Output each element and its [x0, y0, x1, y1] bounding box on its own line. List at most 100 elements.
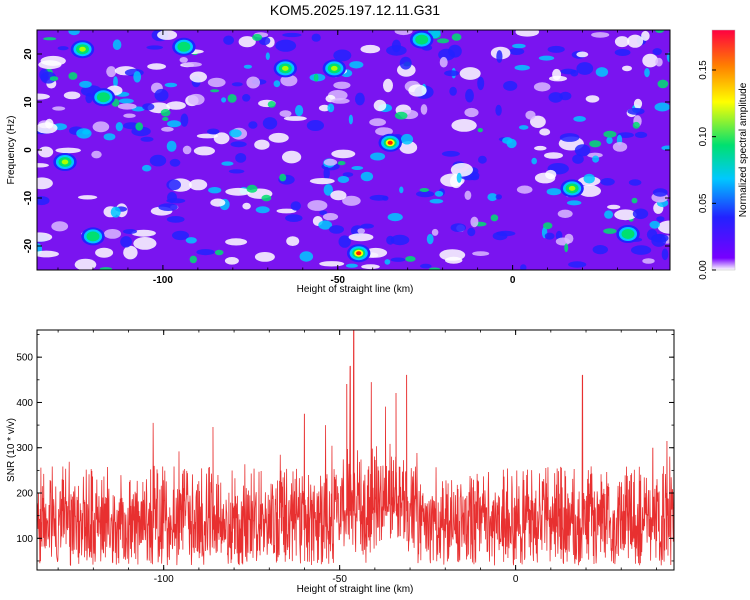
snr-y-ticks: 100 200 300 400 500	[16, 334, 674, 562]
heatmap-cell	[456, 172, 462, 183]
heatmap-cell	[408, 84, 427, 97]
heatmap-cell	[115, 122, 123, 132]
heatmap-cell	[273, 80, 281, 88]
heatmap-cell	[603, 228, 617, 234]
heatmap-cell	[464, 107, 479, 118]
heatmap-cell	[322, 213, 339, 221]
heatmap-cell	[450, 223, 466, 233]
heatmap-cell	[133, 237, 157, 250]
heatmap-cell	[349, 61, 364, 69]
y-tick-label: 0	[23, 147, 34, 153]
heatmap-cell	[661, 145, 670, 151]
heatmap-cell	[319, 210, 328, 216]
heatmap-cell	[160, 109, 171, 117]
heatmap-cell	[574, 144, 591, 157]
heatmap-cell	[147, 63, 167, 70]
heatmap-cell	[318, 220, 333, 230]
heatmap-cell	[394, 111, 408, 120]
heatmap-cell	[283, 116, 307, 121]
colorbar-tick-label: 0.10	[698, 126, 709, 146]
heatmap-cell	[631, 197, 638, 204]
heatmap-cell	[182, 62, 202, 67]
heatmap-cell	[275, 39, 297, 52]
heatmap-cell	[360, 223, 374, 229]
heatmap-cell	[387, 213, 403, 222]
heatmap-cell	[399, 186, 404, 194]
heatmap-cell	[652, 188, 668, 197]
x-tick-label: -100	[153, 275, 173, 286]
heatmap-cell	[49, 76, 59, 81]
heatmap-cell	[399, 56, 412, 70]
heatmap-cell	[254, 252, 275, 262]
colorbar-tick-label: 0.15	[698, 60, 709, 80]
heatmap-cell	[51, 221, 69, 232]
heatmap-cell	[515, 30, 540, 37]
heatmap-cell	[117, 103, 137, 110]
colorbar: 0.00 0.05 0.10 0.15 Normalized spectral amp…	[698, 29, 749, 280]
heatmap-cell	[576, 62, 594, 75]
heatmap-cell	[210, 89, 220, 93]
heatmap-cell	[68, 30, 80, 36]
y-tick-label: 200	[16, 489, 33, 500]
heatmap-cell	[37, 232, 53, 242]
colorbar-frame	[711, 29, 736, 271]
x-tick-label: 0	[513, 574, 519, 585]
heatmap-cell	[467, 227, 476, 237]
heatmap-cell	[642, 53, 659, 68]
heatmap-cell	[503, 80, 518, 91]
heatmap-cell	[333, 81, 351, 90]
heatmap-cell	[654, 102, 670, 112]
heatmap-cell	[213, 132, 230, 145]
y-tick-label: -20	[23, 238, 34, 253]
heatmap-cell	[496, 50, 503, 63]
heatmap-cell	[131, 229, 156, 237]
heatmap-cell	[306, 120, 324, 131]
heatmap-cell	[604, 210, 614, 219]
heatmap-cell	[449, 86, 457, 96]
heatmap-cell	[92, 121, 110, 133]
heatmap-cell	[416, 190, 435, 198]
colorbar-gradient	[712, 30, 735, 270]
heatmap-cells	[37, 30, 670, 270]
heatmap-cell	[133, 71, 142, 83]
heatmap-cell	[506, 138, 517, 149]
heatmap-cell	[606, 136, 613, 144]
heatmap-cell	[113, 76, 118, 88]
heatmap-cell	[76, 128, 92, 139]
heatmap-cell	[196, 133, 218, 139]
heatmap-cell	[282, 32, 302, 38]
heatmap-cell	[290, 201, 301, 211]
heatmap-cell	[323, 166, 330, 180]
heatmap-peak	[177, 41, 191, 52]
heatmap-cell	[477, 76, 485, 91]
heatmap-cell	[224, 257, 239, 265]
heatmap-cell	[246, 76, 260, 89]
heatmap-cell	[166, 216, 185, 223]
heatmap-cell	[91, 150, 102, 159]
heatmap-cell	[384, 259, 391, 265]
heatmap-cell	[276, 208, 297, 214]
heatmap-cell	[355, 92, 365, 106]
heatmap-cell	[478, 155, 487, 164]
heatmap-cell	[592, 155, 600, 163]
heatmap-cell	[530, 115, 546, 128]
heatmap-peak	[282, 65, 289, 71]
heatmap-y-axis-label: Frequency (Hz)	[6, 116, 17, 185]
heatmap-cell	[318, 104, 331, 112]
heatmap-cell	[439, 56, 448, 68]
figure-title: KOM5.2025.197.12.11.G31	[270, 2, 440, 18]
heatmap-cell	[37, 163, 49, 168]
heatmap-cell	[299, 251, 314, 262]
heatmap-cell	[534, 145, 547, 151]
heatmap-cell	[135, 122, 143, 131]
heatmap-cell	[37, 196, 50, 206]
heatmap-cell	[373, 99, 387, 112]
heatmap-cell	[228, 169, 245, 174]
heatmap-cell	[103, 133, 116, 141]
heatmap-cell	[495, 104, 502, 116]
heatmap-cell	[651, 234, 667, 247]
heatmap-cell	[223, 35, 235, 45]
heatmap-cell	[331, 98, 350, 104]
heatmap-cell	[560, 68, 576, 75]
heatmap-cell	[157, 30, 178, 40]
